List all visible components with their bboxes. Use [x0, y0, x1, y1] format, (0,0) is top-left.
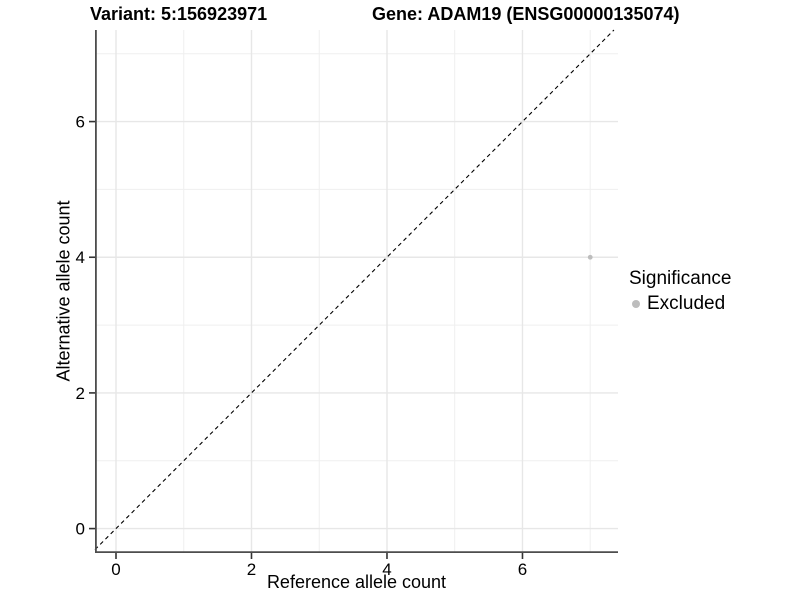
gene-title: Gene: ADAM19 (ENSG00000135074)	[372, 4, 680, 24]
scatter-plot: 0 2 4 6 0 2 4 6	[76, 29, 618, 579]
variant-title: Variant: 5:156923971	[90, 4, 268, 24]
x-axis-title: Reference allele count	[266, 572, 447, 592]
x-tick-label: 2	[247, 560, 256, 579]
legend-item-label: Excluded	[647, 293, 726, 314]
y-tick-label: 4	[76, 248, 85, 267]
plot-panel: 0 2 4 6 0 2 4 6	[76, 29, 618, 579]
identity-dashed-line	[94, 29, 615, 550]
legend: Significance Excluded	[629, 268, 731, 315]
x-tick-label: 4	[382, 560, 391, 579]
x-tick-label: 6	[518, 560, 527, 579]
data-point	[587, 254, 593, 260]
y-tick-label: 2	[76, 384, 85, 403]
legend-item-excluded: Excluded	[629, 293, 731, 315]
y-axis-title: Alternative allele count	[53, 200, 74, 382]
y-tick-label: 0	[76, 520, 85, 539]
legend-title: Significance	[629, 268, 732, 289]
y-tick-label: 6	[76, 113, 85, 132]
excluded-point-icon	[632, 300, 640, 308]
axis-lines	[95, 30, 618, 553]
x-tick-label: 0	[111, 560, 120, 579]
